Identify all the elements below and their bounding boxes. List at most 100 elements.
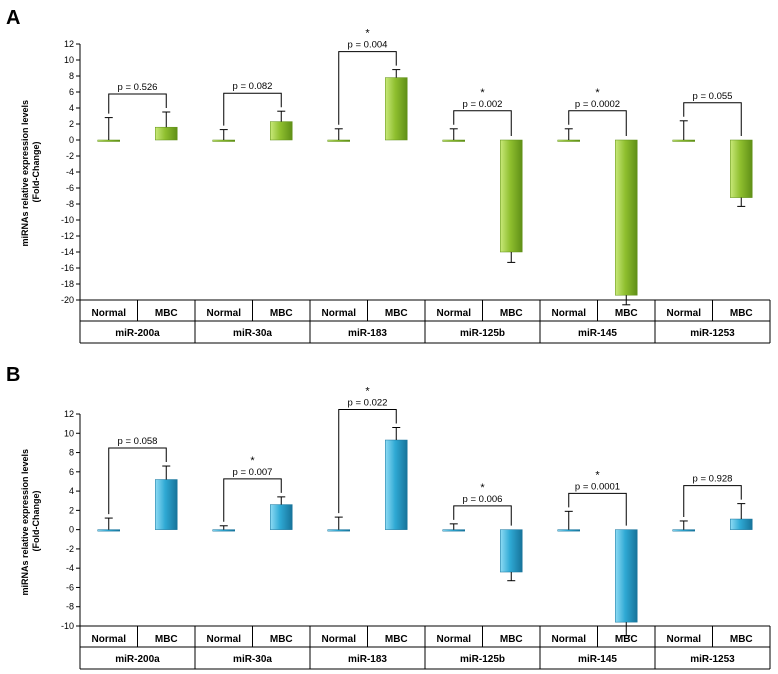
y-tick-label: -8: [66, 602, 74, 612]
significance-bracket: [453, 110, 512, 136]
y-tick-label: 2: [69, 505, 74, 515]
bar-mbc-mir-183: [385, 439, 408, 530]
p-value-label: p = 0.0002: [575, 99, 620, 110]
significance-star: *: [365, 385, 370, 397]
y-axis-label: miRNAs relative expression levels (Fold-…: [20, 446, 41, 595]
group-label: miR-145: [578, 654, 617, 665]
bar-normal-mir-145: [557, 529, 580, 532]
significance-bracket: [568, 492, 627, 526]
sample-label-mbc: MBC: [270, 308, 293, 319]
y-tick-label: -6: [66, 582, 74, 592]
significance-bracket: [568, 110, 627, 136]
sample-label-mbc: MBC: [385, 634, 408, 645]
bar-normal-mir-145: [557, 139, 580, 142]
y-tick-label: -14: [61, 247, 74, 257]
bar-mbc-mir-145: [615, 139, 638, 296]
panel-letter: A: [6, 7, 20, 29]
group-label: miR-125b: [460, 654, 505, 665]
significance-bracket: [223, 478, 282, 522]
bar-normal-mir-183: [327, 139, 350, 142]
sample-label-normal: Normal: [437, 308, 472, 319]
group-label: miR-125b: [460, 328, 505, 339]
p-value-label: p = 0.007: [233, 467, 273, 478]
bar-normal-mir-30a: [212, 139, 235, 142]
significance-bracket: [683, 485, 742, 517]
y-tick-label: 6: [69, 467, 74, 477]
y-tick-label: 12: [64, 39, 74, 49]
y-tick-label: 2: [69, 119, 74, 129]
y-tick-label: -8: [66, 199, 74, 209]
significance-bracket: [108, 447, 167, 515]
bar-normal-mir-183: [327, 529, 350, 532]
significance-bracket: [338, 51, 397, 125]
bar-mbc-mir-30a: [270, 504, 293, 530]
bar-normal-mir-1253: [672, 139, 695, 142]
bar-normal-mir-125b: [442, 139, 465, 142]
y-tick-label: -4: [66, 167, 74, 177]
y-tick-label: 0: [69, 525, 74, 535]
bar-mbc-mir-125b: [500, 139, 523, 253]
sample-label-normal: Normal: [667, 308, 702, 319]
significance-bracket: [453, 505, 512, 526]
sample-label-mbc: MBC: [155, 634, 178, 645]
y-tick-label: 8: [69, 448, 74, 458]
bar-normal-mir-200a: [97, 139, 120, 142]
group-label: miR-30a: [233, 654, 272, 665]
p-value-label: p = 0.928: [693, 474, 733, 485]
group-label: miR-200a: [115, 654, 160, 665]
bar-mbc-mir-200a: [155, 479, 178, 530]
sample-label-normal: Normal: [437, 634, 472, 645]
p-value-label: p = 0.526: [118, 82, 158, 93]
group-label: miR-1253: [690, 328, 735, 339]
significance-star: *: [365, 28, 370, 40]
p-value-label: p = 0.0001: [575, 481, 620, 492]
p-value-label: p = 0.082: [233, 81, 273, 92]
group-label: miR-145: [578, 328, 617, 339]
sample-label-mbc: MBC: [500, 308, 523, 319]
sample-label-mbc: MBC: [155, 308, 178, 319]
group-label: miR-183: [348, 328, 387, 339]
p-value-label: p = 0.058: [118, 436, 158, 447]
y-axis-label-line: (Fold-Change): [31, 142, 41, 203]
significance-bracket: [683, 102, 742, 136]
y-tick-label: -12: [61, 231, 74, 241]
significance-star: *: [480, 482, 485, 494]
y-tick-label: 10: [64, 55, 74, 65]
group-label: miR-30a: [233, 328, 272, 339]
sample-label-mbc: MBC: [615, 308, 638, 319]
significance-star: *: [250, 455, 255, 467]
sample-label-normal: Normal: [207, 634, 242, 645]
sample-label-mbc: MBC: [730, 308, 753, 319]
bar-normal-mir-1253: [672, 529, 695, 532]
p-value-label: p = 0.004: [348, 40, 388, 51]
bar-mbc-mir-183: [385, 77, 408, 141]
p-value-label: p = 0.006: [463, 494, 503, 505]
significance-star: *: [595, 87, 600, 99]
p-value-label: p = 0.002: [463, 99, 503, 110]
significance-star: *: [480, 87, 485, 99]
significance-star: *: [595, 469, 600, 481]
y-tick-label: -10: [61, 215, 74, 225]
bar-mbc-mir-125b: [500, 529, 523, 573]
y-axis-label-line: miRNAs relative expression levels: [20, 449, 30, 596]
panel-a: A miRNAs relative expression levels (Fol…: [6, 7, 771, 344]
significance-bracket: [223, 92, 282, 126]
bar-mbc-mir-145: [615, 529, 638, 623]
sample-label-mbc: MBC: [385, 308, 408, 319]
y-tick-label: -2: [66, 151, 74, 161]
y-tick-label: -18: [61, 279, 74, 289]
group-label: miR-183: [348, 654, 387, 665]
sample-label-mbc: MBC: [500, 634, 523, 645]
sample-label-mbc: MBC: [730, 634, 753, 645]
sample-label-mbc: MBC: [615, 634, 638, 645]
p-value-label: p = 0.022: [348, 397, 388, 408]
sample-label-normal: Normal: [92, 634, 127, 645]
y-tick-label: 4: [69, 103, 74, 113]
sample-label-normal: Normal: [92, 308, 127, 319]
sample-label-normal: Normal: [552, 308, 587, 319]
panel-letter: B: [6, 364, 20, 386]
significance-bracket: [108, 93, 167, 114]
sample-label-normal: Normal: [322, 308, 357, 319]
y-tick-label: -6: [66, 183, 74, 193]
